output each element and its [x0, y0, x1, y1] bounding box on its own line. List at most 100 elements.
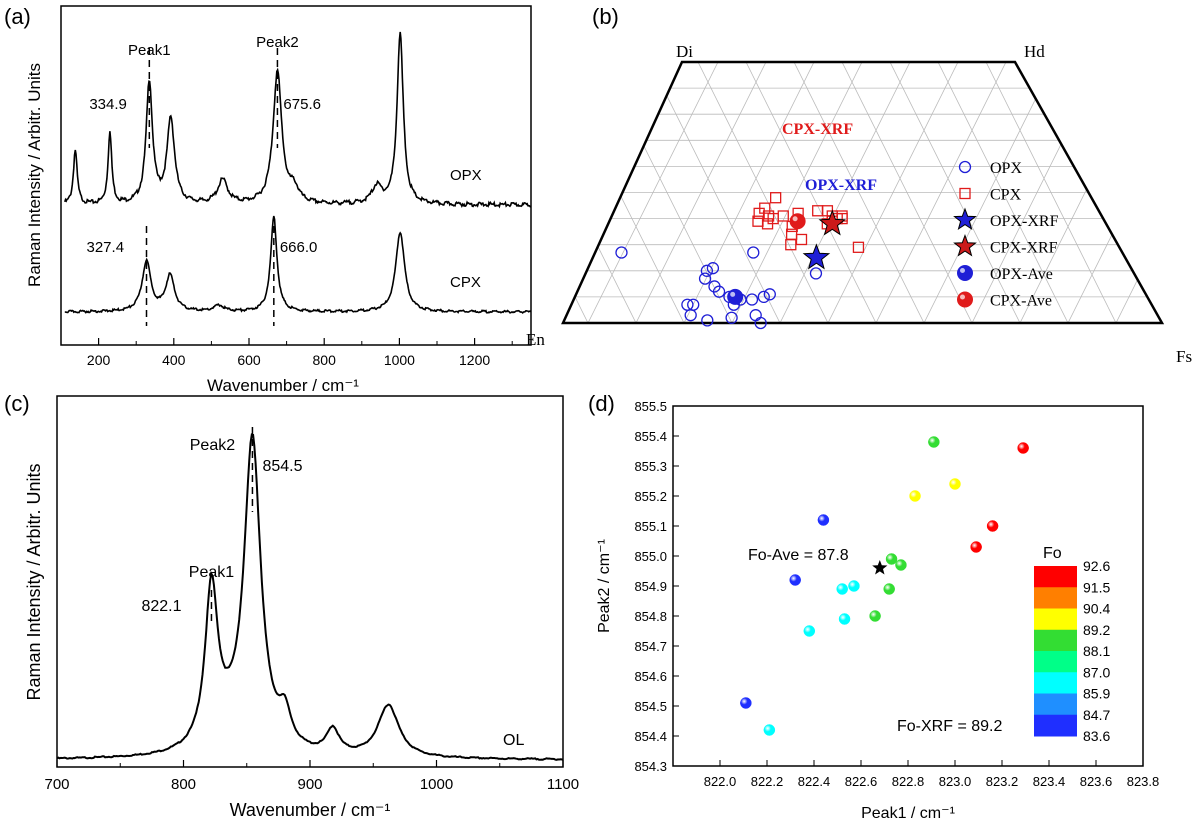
panel-d-y-tick-label: 855.2: [634, 489, 667, 504]
panel-d-y-tick-label: 855.3: [634, 459, 667, 474]
spectrum-opx: [64, 31, 531, 209]
colorbar-band: [1034, 672, 1077, 694]
legend-marker-opx-xrf: [953, 207, 977, 231]
panel-a-spectra: [64, 31, 532, 315]
colorbar-band: [1034, 629, 1077, 652]
colorbar-level-label: 85.9: [1083, 686, 1110, 702]
panel-a-x-tick-label: 400: [162, 352, 186, 368]
peak-value-label: 327.4: [87, 239, 125, 256]
panel-d-y-tick-label: 855.5: [634, 399, 667, 414]
panel-a-x-label: Wavenumber / cm⁻¹: [207, 376, 359, 395]
panel-a-x-tick-label: 1200: [459, 352, 490, 368]
point-cpx-ave: [789, 213, 806, 230]
peak2-name-label: Peak2: [190, 437, 235, 454]
colorbar-level-label: 89.2: [1083, 622, 1110, 638]
data-point: [970, 541, 982, 553]
peak-value-label: 822.1: [141, 598, 181, 615]
grid-line: [563, 62, 637, 323]
panel-d-x-tick-label: 822.8: [892, 774, 925, 789]
panel-d-y-tick-label: 854.6: [634, 669, 667, 684]
panel-d-x-tick-label: 823.8: [1127, 774, 1160, 789]
panel-a-x-tick-label: 200: [87, 352, 111, 368]
data-point: [869, 610, 881, 622]
panel-a-x-axis: 200 400 600 800 1000 1200: [60, 338, 513, 368]
grid-line: [793, 62, 925, 323]
panel-c-annotations: OL Peak1 822.1 Peak2 854.5: [141, 427, 524, 749]
grid-line: [875, 62, 1007, 323]
panel-b-triangular-grid: [314, 62, 1200, 323]
point-cpx: [795, 233, 808, 246]
panel-d-y-tick-label: 854.4: [634, 729, 667, 744]
point-cpx: [812, 205, 824, 217]
grid-line: [827, 62, 959, 323]
panel-d-points: [740, 436, 1029, 736]
corner-label-di: Di: [676, 42, 693, 61]
colorbar-level-label: 88.1: [1083, 643, 1110, 659]
grid-line: [779, 62, 911, 323]
panel-a: (a) 200 400 600 800 1000 1200 OPX 334.9 675.6 CP…: [4, 4, 532, 395]
data-point: [895, 559, 907, 571]
panel-d-x-tick-label: 823.0: [939, 774, 972, 789]
panel-d-y-tick-label: 855.0: [634, 549, 667, 564]
panel-c-x-tick-label: 1000: [420, 776, 453, 793]
panel-c-x-axis: 700 800 900 1000 1100: [44, 760, 579, 793]
grid-line: [1115, 62, 1162, 323]
data-point: [740, 697, 752, 709]
panel-d-x-tick-label: 823.6: [1080, 774, 1113, 789]
spectrum-ol: [56, 433, 564, 761]
pyroxene-quadrilateral: [561, 60, 1165, 325]
panel-a-x-tick-label: 1000: [384, 352, 415, 368]
peak-value-label: 854.5: [262, 458, 302, 475]
grid-line: [745, 62, 877, 323]
grid-line: [683, 62, 815, 323]
legend-label-cpx-xrf: CPX-XRF: [990, 240, 1058, 257]
legend-marker-cpx-ave-highlight: [960, 294, 965, 300]
fo-ave-label: Fo-Ave = 87.8: [748, 547, 849, 564]
grid-line: [1164, 62, 1200, 323]
colorbar-band: [1034, 693, 1077, 716]
data-point: [817, 514, 830, 526]
peak-value-label: 666.0: [280, 239, 318, 256]
panel-c-x-tick-label: 700: [44, 776, 69, 793]
panel-a-frame: [60, 5, 532, 346]
panel-b-legend: OPX CPX OPX-XRF CPX-XRF OPX-Ave CPX-Ave: [953, 160, 1059, 310]
data-point: [789, 574, 801, 586]
colorbar-level-label: 91.5: [1083, 579, 1110, 595]
panel-a-annotations: OPX 334.9 675.6 CPX 327.4 666.0 Peak1 Peak2: [87, 34, 482, 326]
panel-c-x-tick-label: 800: [171, 776, 196, 793]
legend-marker-opx-ave: [957, 265, 973, 281]
panel-c-spectrum: [56, 433, 564, 761]
panel-c: (c) 700 800 900 1000 1100 OL Peak1 822.1 Peak2 8…: [4, 391, 579, 820]
fo-xrf-label: Fo-XRF = 89.2: [897, 718, 1002, 735]
peak2-name-label: Peak2: [256, 34, 299, 51]
panel-a-y-label: Raman Intensity / Arbitr. Units: [25, 63, 44, 287]
panel-c-x-tick-label: 900: [297, 776, 322, 793]
peak1-name-label: Peak1: [189, 564, 234, 581]
legend-marker-cpx-ave: [957, 291, 973, 308]
point-opx: [615, 246, 628, 259]
panel-a-x-tick-label: 800: [313, 352, 337, 368]
data-point: [909, 490, 921, 502]
legend-label-opx-ave: OPX-Ave: [990, 266, 1053, 283]
peak1-name-label: Peak1: [128, 42, 171, 59]
colorbar-level-label: 87.0: [1083, 664, 1110, 680]
panel-d-y-tick-label: 855.1: [634, 519, 667, 534]
point-cpx: [770, 192, 782, 204]
data-point: [848, 580, 860, 592]
point-opx: [745, 293, 759, 306]
grid-line: [841, 62, 973, 323]
panel-d-x-tick-label: 822.0: [704, 774, 737, 789]
grid-line: [563, 62, 623, 323]
grid-line: [649, 62, 781, 323]
point-opx: [763, 288, 776, 301]
data-point: [838, 613, 851, 625]
point-cpx: [785, 228, 798, 240]
colorbar-level-label: 83.6: [1083, 728, 1110, 744]
panel-d-x-tick-label: 822.6: [845, 774, 878, 789]
panel-d-y-tick-label: 854.9: [634, 579, 667, 594]
colorbar-title: Fo: [1043, 545, 1062, 562]
legend-marker-cpx: [959, 187, 971, 200]
opx-xrf-label: OPX-XRF: [805, 177, 877, 194]
point-opx: [809, 267, 823, 280]
grid-line: [314, 62, 444, 323]
